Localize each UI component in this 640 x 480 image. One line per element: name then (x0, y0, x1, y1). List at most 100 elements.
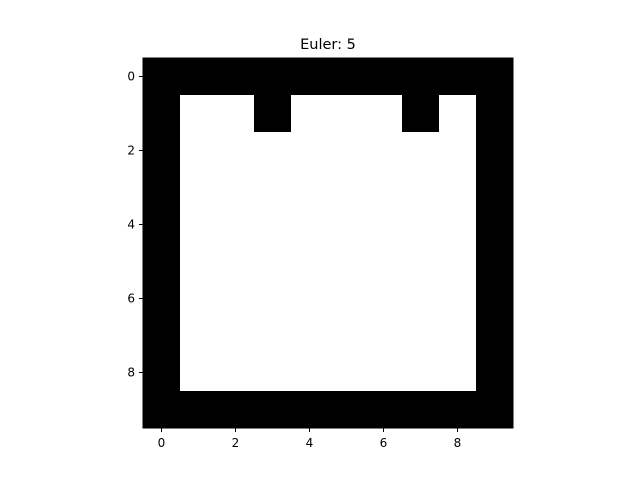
heatmap-cell-r2-c0 (143, 132, 181, 170)
heatmap-cell-r5-c8 (439, 243, 477, 281)
heatmap-cell-r8-c0 (143, 354, 181, 392)
heatmap-cell-r6-c1 (180, 280, 218, 318)
heatmap-cell-r1-c9 (476, 95, 514, 133)
heatmap-cell-r0-c4 (291, 58, 329, 96)
heatmap-cell-r2-c6 (365, 132, 403, 170)
y-tick-label: 0 (127, 70, 135, 84)
heatmap-cell-r1-c1 (180, 95, 218, 133)
heatmap-cell-r6-c2 (217, 280, 255, 318)
heatmap-cell-r3-c9 (476, 169, 514, 207)
x-tick-label: 2 (232, 436, 240, 450)
heatmap-cell-r6-c5 (328, 280, 366, 318)
heatmap-cell-r1-c8 (439, 95, 477, 133)
heatmap-cell-r0-c0 (143, 58, 181, 96)
heatmap-cell-r4-c0 (143, 206, 181, 244)
heatmap-cell-r8-c2 (217, 354, 255, 392)
axes: 0 2 4 6 8 0 2 4 6 8 (127, 57, 514, 450)
heatmap-cell-r9-c9 (476, 391, 514, 429)
heatmap-cell-r7-c2 (217, 317, 255, 355)
y-tick-label: 4 (127, 218, 135, 232)
heatmap-cell-r1-c5 (328, 95, 366, 133)
heatmap-cell-r9-c5 (328, 391, 366, 429)
heatmap-cell-r4-c3 (254, 206, 292, 244)
heatmap-cell-r9-c0 (143, 391, 181, 429)
heatmap-cell-r8-c4 (291, 354, 329, 392)
heatmap-cell-r6-c6 (365, 280, 403, 318)
heatmap-cell-r8-c1 (180, 354, 218, 392)
heatmap-cell-r0-c2 (217, 58, 255, 96)
heatmap-cell-r9-c7 (402, 391, 440, 429)
heatmap-cell-r4-c9 (476, 206, 514, 244)
heatmap-cell-r9-c8 (439, 391, 477, 429)
heatmap-cell-r8-c9 (476, 354, 514, 392)
heatmap-cell-r0-c6 (365, 58, 403, 96)
heatmap-cell-r3-c8 (439, 169, 477, 207)
heatmap-cell-r4-c6 (365, 206, 403, 244)
heatmap-cell-r4-c5 (328, 206, 366, 244)
axes-frame (142, 57, 514, 429)
heatmap-cell-r6-c4 (291, 280, 329, 318)
heatmap-cell-r9-c3 (254, 391, 292, 429)
heatmap-cell-r3-c5 (328, 169, 366, 207)
heatmap-cell-r0-c8 (439, 58, 477, 96)
heatmap-cell-r5-c4 (291, 243, 329, 281)
heatmap-cell-r7-c3 (254, 317, 292, 355)
heatmap-cell-r2-c3 (254, 132, 292, 170)
heatmap-cell-r2-c8 (439, 132, 477, 170)
heatmap-cell-r3-c0 (143, 169, 181, 207)
heatmap-cell-r2-c4 (291, 132, 329, 170)
heatmap-cell-r2-c2 (217, 132, 255, 170)
x-tick-label: 4 (306, 436, 314, 450)
heatmap-cell-r6-c9 (476, 280, 514, 318)
y-tick-label: 6 (127, 292, 135, 306)
heatmap-cell-r8-c7 (402, 354, 440, 392)
heatmap-cell-r3-c3 (254, 169, 292, 207)
heatmap-cell-r1-c0 (143, 95, 181, 133)
y-tick-label: 2 (127, 144, 135, 158)
heatmap-cells (143, 58, 514, 429)
heatmap-cell-r5-c7 (402, 243, 440, 281)
heatmap-cell-r1-c6 (365, 95, 403, 133)
heatmap-cell-r4-c8 (439, 206, 477, 244)
heatmap-cell-r2-c5 (328, 132, 366, 170)
heatmap-cell-r6-c0 (143, 280, 181, 318)
heatmap-cell-r9-c6 (365, 391, 403, 429)
heatmap-cell-r4-c7 (402, 206, 440, 244)
x-tick-label: 6 (380, 436, 388, 450)
heatmap-cell-r5-c1 (180, 243, 218, 281)
heatmap-cell-r3-c1 (180, 169, 218, 207)
heatmap-cell-r7-c7 (402, 317, 440, 355)
heatmap-cell-r7-c5 (328, 317, 366, 355)
heatmap-cell-r3-c4 (291, 169, 329, 207)
x-tick-label: 8 (454, 436, 462, 450)
heatmap-cell-r9-c2 (217, 391, 255, 429)
heatmap-cell-r5-c2 (217, 243, 255, 281)
heatmap-cell-r5-c6 (365, 243, 403, 281)
heatmap-cell-r5-c3 (254, 243, 292, 281)
heatmap-cell-r1-c4 (291, 95, 329, 133)
heatmap-cell-r0-c7 (402, 58, 440, 96)
heatmap-cell-r7-c8 (439, 317, 477, 355)
heatmap-cell-r8-c6 (365, 354, 403, 392)
heatmap-cell-r8-c3 (254, 354, 292, 392)
heatmap-cell-r7-c9 (476, 317, 514, 355)
heatmap-cell-r8-c5 (328, 354, 366, 392)
heatmap-cell-r6-c7 (402, 280, 440, 318)
heatmap-cell-r7-c6 (365, 317, 403, 355)
heatmap-cell-r7-c0 (143, 317, 181, 355)
heatmap-cell-r5-c9 (476, 243, 514, 281)
heatmap-cell-r3-c2 (217, 169, 255, 207)
heatmap-cell-r1-c3 (254, 95, 292, 133)
heatmap-cell-r5-c0 (143, 243, 181, 281)
heatmap-cell-r4-c4 (291, 206, 329, 244)
heatmap-cell-r7-c4 (291, 317, 329, 355)
heatmap-cell-r0-c9 (476, 58, 514, 96)
heatmap-cell-r2-c9 (476, 132, 514, 170)
heatmap-cell-r6-c3 (254, 280, 292, 318)
heatmap-cell-r1-c2 (217, 95, 255, 133)
heatmap-cell-r2-c1 (180, 132, 218, 170)
heatmap-cell-r8-c8 (439, 354, 477, 392)
heatmap-cell-r4-c2 (217, 206, 255, 244)
heatmap-cell-r1-c7 (402, 95, 440, 133)
